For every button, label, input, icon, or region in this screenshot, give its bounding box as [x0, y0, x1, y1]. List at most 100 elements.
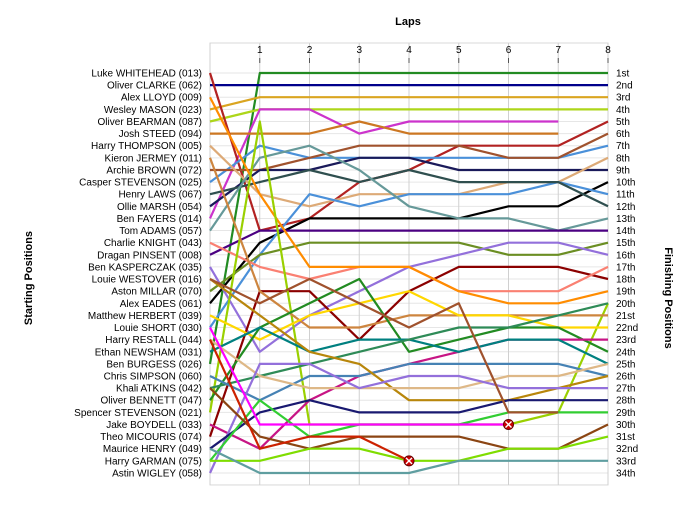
driver-label: Louie WESTOVER (016) [92, 275, 202, 286]
driver-label: Kieron JERMEY (011) [105, 153, 202, 164]
finishing-label: 23rd [616, 335, 636, 346]
retirement-markers [403, 418, 514, 467]
finishing-label: 30th [616, 420, 635, 431]
driver-label: Chris SIMPSON (060) [104, 372, 202, 383]
finishing-position-labels: 1st2nd3rd4th5th6th7th8th9th10th11th12th1… [616, 69, 638, 480]
x-tick-label: 1 [257, 45, 263, 56]
driver-label: Alex LLOYD (009) [121, 93, 202, 104]
driver-label: Astin WIGLEY (058) [112, 468, 202, 479]
finishing-label: 7th [616, 141, 630, 152]
x-tick-label: 3 [356, 45, 362, 56]
series-line-13 [209, 181, 609, 329]
retirement-marker [403, 455, 415, 467]
driver-label: Harry THOMPSON (005) [91, 141, 202, 152]
finishing-label: 3rd [616, 93, 630, 104]
driver-label: Matthew HERBERT (039) [88, 311, 202, 322]
x-tick-label: 8 [605, 45, 611, 56]
driver-label: Luke WHITEHEAD (013) [91, 69, 202, 80]
driver-label: Oliver BEARMAN (087) [98, 117, 202, 128]
series-line-3 [209, 96, 608, 111]
driver-label: Khali ATKINS (042) [116, 384, 202, 395]
driver-label: Aston MILLAR (070) [111, 287, 202, 298]
driver-label: Wesley MASON (023) [104, 105, 202, 116]
series-line-39 [209, 277, 559, 414]
driver-label: Dragan PINSENT (008) [97, 250, 202, 261]
x-tick-label: 4 [406, 45, 412, 56]
finishing-label: 32nd [616, 444, 638, 455]
driver-label: Charlie KNIGHT (043) [104, 238, 202, 249]
finishing-label: 27th [616, 384, 635, 395]
driver-label: Ben KASPERCZAK (035) [88, 262, 202, 273]
series-line-24 [209, 290, 608, 341]
finishing-label: 17th [616, 262, 635, 273]
series-line-15 [209, 144, 609, 232]
series-line-23 [208, 157, 608, 329]
finishing-label: 19th [616, 287, 635, 298]
driver-label: Tom ADAMS (057) [119, 226, 202, 237]
series-line-32 [208, 362, 608, 474]
driver-label: Theo MICOURIS (074) [100, 432, 202, 443]
finishing-label: 15th [616, 238, 635, 249]
finishing-label: 31st [616, 432, 635, 443]
finishing-label: 2nd [616, 81, 633, 92]
series-line-16 [209, 229, 608, 256]
driver-label: Oliver BENNETT (047) [100, 396, 202, 407]
finishing-label: 18th [616, 275, 635, 286]
finishing-label: 20th [616, 299, 635, 310]
finishing-label: 25th [616, 359, 635, 370]
driver-label: Alex EADES (061) [120, 299, 202, 310]
finishing-label: 11th [616, 190, 635, 201]
series-line-31 [209, 338, 609, 390]
finishing-label: 16th [616, 250, 635, 261]
finishing-label: 33rd [616, 456, 636, 467]
finishing-label: 22nd [616, 323, 638, 334]
series-line-14 [209, 168, 609, 208]
driver-label: Spencer STEVENSON (021) [74, 408, 202, 419]
finishing-label: 4th [616, 105, 630, 116]
finishing-label: 5th [616, 117, 630, 128]
driver-label: Ollie MARSH (054) [117, 202, 202, 213]
finishing-label: 26th [616, 372, 635, 383]
finishing-label: 1st [616, 69, 630, 80]
driver-label: Ben FAYERS (014) [117, 214, 202, 225]
finishing-label: 14th [616, 226, 635, 237]
x-tick-label: 7 [555, 45, 561, 56]
x-tick-label: 2 [307, 45, 313, 56]
x-tick-label: 5 [456, 45, 462, 56]
retirement-marker [503, 418, 514, 430]
series-line-29 [209, 362, 609, 402]
series-line-38 [208, 339, 410, 462]
series-line-1 [208, 71, 608, 365]
driver-label: Harry RESTALL (044) [105, 335, 202, 346]
driver-label: Archie BROWN (072) [106, 165, 202, 176]
finishing-label: 13th [616, 214, 635, 225]
driver-label: Louie SHORT (030) [114, 323, 202, 334]
x-axis-title: Laps [395, 16, 421, 28]
driver-label: Henry LAWS (067) [118, 190, 202, 201]
series-line-17 [209, 241, 609, 293]
series-line-40 [209, 326, 509, 426]
series-line-28 [209, 302, 609, 390]
x-tick-label: 6 [506, 45, 512, 56]
driver-label: Oliver CLARKE (062) [107, 81, 202, 92]
driver-label: Casper STEVENSON (025) [79, 178, 202, 189]
finishing-label: 12th [616, 202, 635, 213]
finishing-label: 29th [616, 408, 635, 419]
finishing-label: 8th [616, 153, 630, 164]
finishing-label: 24th [616, 347, 635, 358]
finishing-label: 21st [616, 311, 635, 322]
finishing-label: 34th [616, 468, 635, 479]
finishing-label: 9th [616, 165, 630, 176]
series-line-30 [209, 278, 609, 402]
finishing-label: 6th [616, 129, 630, 140]
series-line-37 [209, 447, 608, 475]
driver-label: Ethan NEWSHAM (031) [95, 347, 202, 358]
driver-label: Josh STEED (094) [119, 129, 202, 140]
series-line-25 [209, 277, 609, 401]
finishing-label: 28th [616, 396, 635, 407]
x-tick-labels: 1 2 3 4 5 6 7 8 [257, 45, 611, 63]
driver-label: Ben BURGESS (026) [106, 359, 202, 370]
series-line-9 [210, 132, 609, 172]
series-lines [208, 71, 610, 475]
